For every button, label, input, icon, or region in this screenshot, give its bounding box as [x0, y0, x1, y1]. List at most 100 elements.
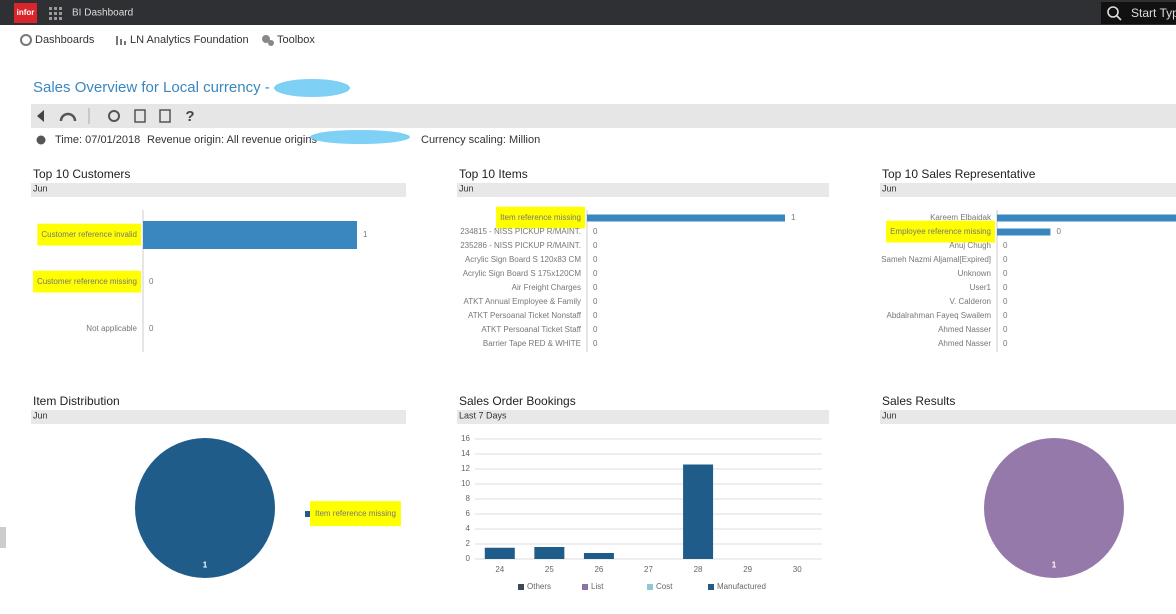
export-button[interactable] — [134, 109, 146, 123]
category-label: Sameh Nazmi Aljamal[Expired] — [881, 255, 991, 264]
value-label: 0 — [593, 269, 598, 278]
excel-button[interactable] — [159, 109, 171, 123]
filter: Currency scaling: Million — [421, 134, 540, 146]
value-label: 1 — [791, 213, 796, 222]
panel-header — [880, 183, 1176, 197]
logo-text: infor — [17, 8, 35, 17]
category-label: Acrylic Sign Board S 175x120CM — [463, 269, 582, 278]
panel-title: Top 10 Items — [459, 167, 528, 181]
category-label: Acrylic Sign Board S 120x83 CM — [465, 255, 581, 264]
value-label: 1 — [363, 230, 368, 239]
panel-period: Jun — [33, 410, 48, 420]
category-label: Ahmed Nasser — [938, 325, 991, 334]
bar — [143, 221, 357, 249]
search-icon — [1107, 6, 1119, 18]
gauge-button[interactable] — [59, 112, 77, 122]
category-label: Anuj Chugh — [949, 241, 991, 250]
panel-period: Last 7 Days — [459, 410, 507, 420]
bar-segment — [484, 547, 515, 559]
slice-label: 1 — [203, 561, 208, 570]
pie-slice — [984, 438, 1124, 578]
page-title: Sales Overview for Local currency - — [33, 79, 270, 96]
panel-period: Jun — [459, 183, 474, 193]
toolbox-icon — [268, 40, 274, 46]
value-label: 0 — [593, 283, 598, 292]
legend-swatch — [305, 511, 311, 517]
value-label: 0 — [593, 297, 598, 306]
category-label: Abdalrahman Fayeq Swailem — [887, 311, 992, 320]
bar — [997, 228, 1051, 236]
logo[interactable] — [14, 3, 37, 23]
y-tick-label: 12 — [461, 464, 470, 473]
panel-title: Top 10 Customers — [33, 167, 130, 181]
search-placeholder: Start Typi — [1131, 6, 1176, 20]
value-label: 0 — [1003, 255, 1008, 264]
filter: Revenue origin: All revenue origins — [147, 134, 317, 146]
slice-label: 1 — [1052, 561, 1057, 570]
nav-item[interactable]: Toolbox — [277, 34, 315, 46]
bar-segment — [683, 464, 714, 559]
value-label: 0 — [1003, 297, 1008, 306]
legend-label: List — [591, 582, 604, 591]
category-label: ATKT Persoanal Ticket Nonstaff — [468, 311, 582, 320]
value-label: 0 — [1003, 325, 1008, 334]
x-tick-label: 24 — [495, 565, 504, 574]
category-label: Kareem Elbaidak — [930, 213, 992, 222]
dashboards-icon — [20, 34, 32, 46]
bar-segment — [583, 553, 614, 559]
settings-icon[interactable] — [36, 135, 46, 145]
top-bar — [0, 0, 1176, 25]
x-tick-label: 28 — [694, 565, 703, 574]
panel-period: Jun — [33, 183, 48, 193]
panel-header — [457, 410, 829, 424]
category-label: Air Freight Charges — [512, 283, 581, 292]
category-label: Employee reference missing — [890, 227, 991, 236]
app-grid-icon[interactable] — [49, 7, 62, 20]
panel-header — [457, 183, 829, 197]
category-label: Ahmed Nasser — [938, 339, 991, 348]
highlight — [32, 270, 141, 293]
value-label: 0 — [593, 339, 598, 348]
nav-item[interactable]: Dashboards — [35, 34, 95, 46]
value-label: 0 — [593, 241, 598, 250]
bar — [997, 214, 1176, 222]
panel-period: Jun — [882, 183, 897, 193]
back-button[interactable] — [37, 110, 44, 122]
analytics-icon — [116, 36, 126, 45]
panel-period: Jun — [882, 410, 897, 420]
value-label: 0 — [149, 324, 154, 333]
panel-title: Sales Order Bookings — [459, 394, 576, 408]
y-tick-label: 6 — [466, 509, 471, 518]
refresh-button[interactable] — [108, 110, 120, 122]
category-label: User1 — [970, 283, 992, 292]
panel-title: Sales Results — [882, 394, 955, 408]
category-label: Customer reference missing — [37, 277, 137, 286]
highlight — [886, 220, 995, 243]
category-label: Unknown — [958, 269, 991, 278]
filter: Time: 07/01/2018 — [55, 134, 140, 146]
category-label: Not applicable — [86, 324, 137, 333]
y-tick-label: 8 — [466, 494, 471, 503]
category-label: 234815 - NISS PICKUP R/MAINT. — [460, 227, 581, 236]
nav-item[interactable]: LN Analytics Foundation — [130, 34, 249, 46]
value-label: 0 — [593, 227, 598, 236]
highlight — [496, 206, 585, 229]
y-tick-label: 0 — [466, 554, 471, 563]
y-tick-label: 14 — [461, 449, 470, 458]
value-label: 0 — [149, 277, 154, 286]
category-label: Customer reference invalid — [41, 230, 137, 239]
redaction — [310, 130, 410, 144]
category-label: Item reference missing — [500, 213, 581, 222]
legend-label: Manufactured — [717, 582, 766, 591]
highlight — [310, 501, 401, 527]
x-tick-label: 25 — [545, 565, 554, 574]
value-label: 0 — [593, 255, 598, 264]
help-button[interactable]: ? — [185, 108, 194, 125]
category-label: Barrier Tape RED & WHITE — [483, 339, 581, 348]
x-tick-label: 30 — [793, 565, 802, 574]
x-tick-label: 26 — [594, 565, 603, 574]
toolbar — [31, 104, 1176, 128]
y-tick-label: 4 — [466, 524, 471, 533]
category-label: V. Calderon — [949, 297, 991, 306]
value-label: 0 — [1003, 269, 1008, 278]
